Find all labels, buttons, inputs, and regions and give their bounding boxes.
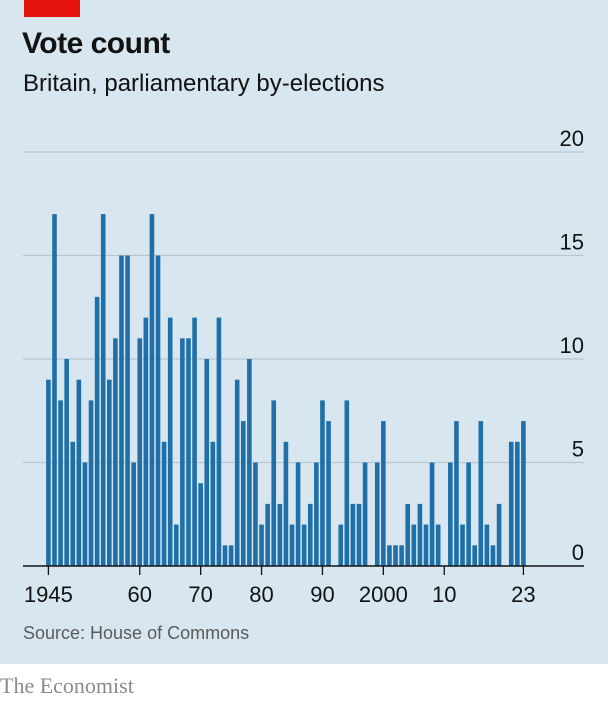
bar-2021 (508, 441, 514, 566)
bar-2022 (515, 441, 520, 566)
source-note: Source: House of Commons (23, 623, 250, 643)
bar-1948 (64, 359, 69, 566)
bar-1990 (320, 400, 325, 566)
bar-1945 (46, 379, 51, 566)
bar-2004 (405, 503, 411, 566)
bar-1969 (192, 317, 197, 566)
bar-2008 (429, 462, 435, 566)
chart-title: Vote count (22, 27, 170, 60)
bar-1999 (374, 462, 380, 566)
brand-red-tab (24, 0, 80, 17)
y-tick-label-15: 15 (560, 230, 584, 255)
bar-2005 (411, 524, 417, 566)
bar-1993 (338, 524, 344, 566)
y-tick-label-10: 10 (560, 333, 584, 358)
bar-2017 (484, 524, 490, 566)
bar-2006 (417, 503, 423, 566)
bar-1965 (167, 317, 173, 566)
chart-panel: Vote count Britain, parliamentary by-ele… (0, 0, 608, 664)
bar-1978 (247, 359, 252, 566)
x-tick-label-1970: 70 (188, 582, 212, 607)
y-tick-label-20: 20 (560, 126, 584, 151)
y-tick-label-5: 5 (572, 437, 584, 462)
bar-1957 (119, 255, 124, 566)
bar-chart: 0 5 10 15 20 1945 60 70 80 90 2000 10 23 (23, 126, 584, 607)
bar-1984 (283, 441, 289, 566)
bar-2019 (496, 503, 502, 566)
bar-1974 (222, 545, 228, 566)
bar-1971 (204, 359, 210, 566)
bar-2007 (423, 524, 429, 566)
bar-1980 (259, 524, 264, 566)
x-tick-label-1960: 60 (128, 582, 152, 607)
bar-1964 (161, 441, 167, 566)
bar-1947 (58, 400, 63, 566)
bar-1970 (198, 483, 203, 566)
bar-1997 (362, 462, 368, 566)
bar-2012 (454, 421, 459, 566)
bar-1988 (307, 503, 313, 566)
bar-1991 (326, 421, 331, 566)
bar-1949 (70, 441, 76, 566)
bar-1996 (356, 503, 362, 566)
bar-1955 (107, 379, 112, 566)
x-tick-label-1990: 90 (310, 582, 334, 607)
bar-1979 (253, 462, 258, 566)
bar-1950 (76, 379, 82, 566)
bar-1977 (240, 421, 246, 566)
bar-1985 (289, 524, 295, 566)
bar-1946 (52, 214, 57, 566)
bar-1973 (216, 317, 222, 566)
x-tick-label-2010: 10 (432, 582, 456, 607)
bar-2015 (472, 545, 477, 566)
y-tick-label-0: 0 (572, 540, 584, 565)
bar-1966 (173, 524, 179, 566)
bar-1952 (88, 400, 94, 566)
bar-1958 (125, 255, 130, 566)
bar-1982 (271, 400, 277, 566)
bar-1967 (180, 338, 185, 566)
bar-1954 (100, 214, 106, 566)
bar-1962 (149, 214, 155, 566)
axes (23, 565, 584, 575)
x-tick-label-1980: 80 (249, 582, 273, 607)
bar-1963 (155, 255, 161, 566)
x-tick-label-1945: 1945 (24, 582, 73, 607)
bar-1951 (82, 462, 88, 566)
tick-labels: 0 5 10 15 20 1945 60 70 80 90 2000 10 23 (24, 126, 584, 607)
bar-1986 (295, 462, 301, 566)
chart-subtitle: Britain, parliamentary by-elections (23, 70, 385, 97)
bar-2000 (381, 421, 386, 566)
bar-1953 (94, 296, 100, 566)
bar-2001 (387, 545, 392, 566)
bar-2023 (521, 421, 526, 566)
bar-1989 (314, 462, 319, 566)
x-tick-label-2023: 23 (511, 582, 535, 607)
bars (46, 214, 526, 566)
x-tick-label-2000: 2000 (359, 582, 408, 607)
bar-2014 (466, 462, 471, 566)
bar-2013 (460, 524, 465, 566)
bar-1983 (277, 503, 283, 566)
bar-1968 (186, 338, 191, 566)
bar-2011 (448, 462, 453, 566)
brand-logo: The Economist (0, 673, 134, 698)
bar-1959 (131, 462, 136, 566)
bar-1975 (228, 545, 234, 566)
bar-2018 (490, 545, 496, 566)
bar-1960 (137, 338, 143, 566)
bar-1994 (344, 400, 350, 566)
bar-1995 (350, 503, 356, 566)
bar-1981 (265, 503, 270, 566)
bar-2002 (393, 545, 398, 566)
bar-1976 (234, 379, 240, 566)
bar-2009 (435, 524, 441, 566)
bar-1961 (143, 317, 149, 566)
bar-1972 (210, 441, 216, 566)
bar-2003 (399, 545, 404, 566)
bar-1956 (113, 338, 118, 566)
bar-2016 (478, 421, 484, 566)
bar-1987 (301, 524, 307, 566)
